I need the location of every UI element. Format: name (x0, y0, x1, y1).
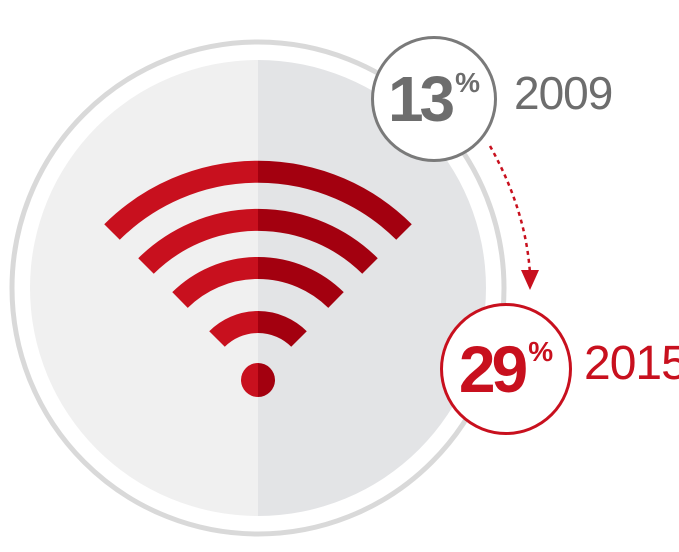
percent-sign-2015: % (528, 336, 554, 367)
wifi-arc-small (209, 311, 258, 348)
wifi-arc-outer (104, 160, 258, 240)
stat-value-2009: 13 (387, 63, 455, 135)
stat-badge-2015: 29 % (440, 303, 572, 435)
wifi-icon (104, 160, 412, 397)
wifi-dot (241, 363, 258, 397)
wifi-arc-medium (172, 256, 258, 309)
stat-percent-2009: 13 % (388, 67, 480, 131)
percent-sign-2009: % (455, 67, 481, 98)
stat-year-2009: 2009 (514, 67, 613, 119)
stat-value-2015: 29 (458, 332, 528, 406)
stat-badge-2009: 13 % (371, 36, 497, 162)
dotted-arrow-icon (488, 145, 539, 290)
stat-percent-2015: 29 % (459, 336, 553, 402)
stat-year-2015: 2015 (584, 337, 679, 390)
wifi-arc-large (138, 208, 258, 274)
